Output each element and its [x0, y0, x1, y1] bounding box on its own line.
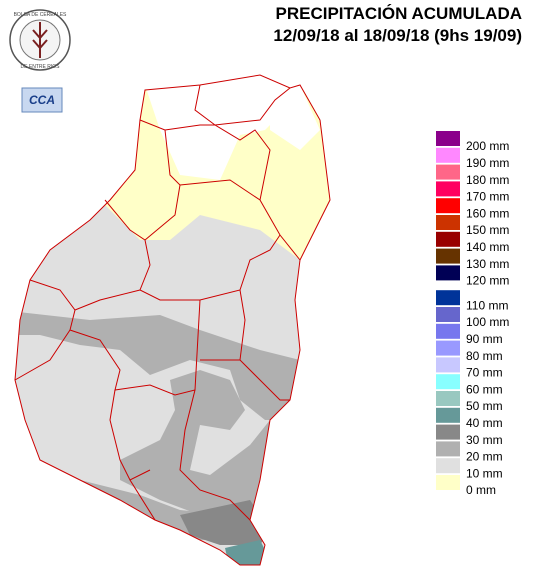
legend-swatch	[436, 248, 460, 264]
department-borders	[14, 84, 301, 521]
legend: 200 mm 190 mm 180 mm 170 mm 160 mm 150 mm 140 …	[436, 131, 509, 497]
legend-label: 160 mm	[466, 206, 509, 220]
legend-label: 120 mm	[466, 274, 509, 288]
legend-label: 170 mm	[466, 190, 509, 204]
legend-label: 90 mm	[466, 332, 503, 346]
legend-swatch	[436, 198, 460, 214]
legend-swatch	[436, 374, 460, 390]
logo-top-text: BOLSA DE CEREALES	[14, 12, 67, 18]
legend-swatch	[436, 307, 460, 322]
legend-label: 30 mm	[466, 433, 503, 447]
legend-swatch	[436, 181, 460, 197]
legend-label: 0 mm	[466, 483, 496, 497]
legend-swatch	[436, 231, 460, 247]
legend-label: 130 mm	[466, 257, 509, 271]
legend-swatch	[436, 357, 460, 373]
legend-label: 10 mm	[466, 466, 503, 480]
legend-label: 20 mm	[466, 450, 503, 464]
map-fill	[15, 75, 330, 565]
logo: BOLSA DE CEREALES DE ENTRE RIOS CCA	[9, 9, 71, 113]
legend-swatch	[436, 407, 460, 423]
legend-label: 80 mm	[466, 349, 503, 363]
map-title: PRECIPITACIÓN ACUMULADA	[275, 4, 523, 23]
legend-label: 50 mm	[466, 399, 503, 413]
legend-label: 40 mm	[466, 416, 503, 430]
legend-swatch	[436, 265, 460, 281]
legend-swatch	[436, 323, 460, 339]
legend-label: 110 mm	[466, 298, 508, 312]
legend-label: 140 mm	[466, 240, 509, 254]
logo-bottom-text: DE ENTRE RIOS	[21, 64, 61, 70]
legend-swatch	[436, 131, 460, 146]
cca-badge	[21, 87, 63, 113]
legend-swatch	[436, 215, 460, 230]
legend-label: 100 mm	[466, 315, 509, 329]
legend-swatch	[436, 458, 460, 474]
legend-label: 190 mm	[466, 156, 509, 170]
legend-swatch	[436, 441, 460, 457]
legend-label: 60 mm	[466, 382, 503, 396]
cca-text: CCA	[29, 93, 55, 107]
legend-swatch	[436, 290, 460, 306]
legend-swatch	[436, 147, 460, 163]
logo-wheat	[32, 22, 48, 58]
legend-swatch	[436, 164, 460, 180]
legend-label: 200 mm	[466, 139, 509, 153]
legend-label: 180 mm	[466, 173, 509, 187]
map-subtitle: 12/09/18 al 18/09/18 (9hs 19/09)	[273, 26, 522, 45]
legend-swatch	[436, 424, 460, 440]
legend-swatch	[436, 340, 460, 356]
legend-label: 150 mm	[466, 223, 509, 237]
legend-label: 70 mm	[466, 366, 503, 380]
legend-swatch	[436, 391, 460, 406]
legend-swatch	[436, 475, 460, 490]
